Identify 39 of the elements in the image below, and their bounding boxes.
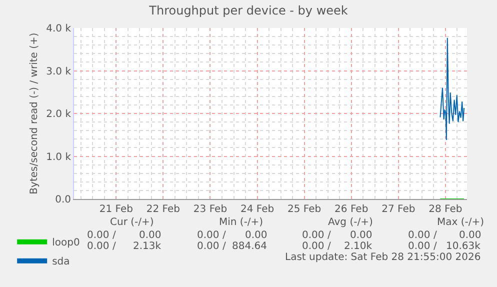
text: 0.00 / (302, 241, 332, 252)
legend-label: sda (52, 256, 70, 268)
text: 10.63k (446, 241, 481, 252)
y-tick-label: 2.0 k (46, 109, 72, 120)
text: 0.00 / (87, 241, 116, 252)
chart-title: Throughput per device - by week (148, 3, 348, 18)
text: 2.10k (344, 241, 372, 252)
text: 0.00 (139, 230, 162, 241)
x-tick-label: 24 Feb (240, 204, 274, 215)
text: 0.00 (245, 230, 268, 241)
y-tick-label: 3.0 k (46, 66, 72, 78)
text: 0.00 / (197, 241, 226, 252)
text: Last update: Sat Feb 28 21:55:00 2026 (285, 252, 481, 263)
y-tick-label: 1.0 k (46, 152, 72, 163)
x-tick-label: 23 Feb (193, 204, 228, 215)
y-tick-label: 4.0 k (46, 24, 72, 34)
x-tick-label: 22 Feb (146, 204, 180, 215)
text: Min (-/+) (219, 217, 264, 228)
line-series (440, 37, 465, 141)
text: 0.00 / (408, 241, 438, 252)
x-tick-label: 26 Feb (334, 204, 368, 215)
text: 0.00 (350, 230, 372, 241)
y-axis-title: Bytes/second read (-) / write (+) (29, 32, 40, 194)
text: 2.13k (133, 241, 162, 252)
text: 0.00 / (408, 230, 438, 241)
text: 0.00 / (87, 230, 116, 241)
text: 0.00 (459, 230, 482, 241)
x-tick-label: 27 Feb (382, 204, 416, 215)
y-tick-label: 0.0 (55, 194, 71, 206)
text: 884.64 (232, 241, 267, 252)
text: Cur (-/+) (110, 217, 154, 228)
x-tick-label: 21 Feb (99, 204, 133, 215)
text: 0.00 / (197, 230, 226, 241)
text: Max (-/+) (437, 217, 484, 228)
text: 0.00 / (302, 230, 332, 241)
x-tick-label: 25 Feb (288, 204, 322, 215)
text: Avg (-/+) (328, 217, 373, 228)
legend-label: loop0 (52, 238, 80, 249)
x-tick-label: 28 Feb (428, 204, 462, 215)
